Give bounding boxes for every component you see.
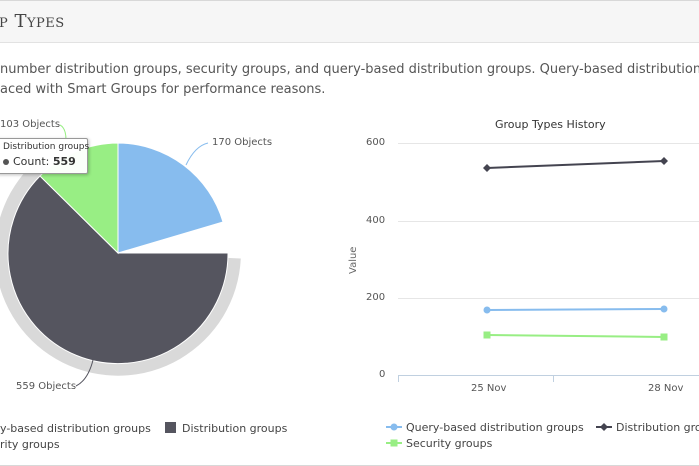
panel-description: number distribution groups, security gro…: [0, 60, 699, 100]
legend-diamond-marker-icon: [596, 423, 612, 431]
pie-chart: 103 Objects 170 Objects 559 Objects Dist…: [0, 0, 330, 466]
description-line-2: aced with Smart Groups for performance r…: [0, 82, 326, 97]
pie-legend-label-query-based: y-based distribution groups: [0, 422, 151, 435]
y-tick-400: 400: [366, 215, 386, 226]
series-line-security: [486, 334, 665, 338]
label-connector-query: [185, 142, 209, 166]
tooltip-count-row: Count: 559: [3, 155, 81, 168]
pie-chart-svg: [0, 124, 241, 387]
line-legend-item-security[interactable]: Security groups: [386, 437, 492, 450]
line-chart: Group Types History Value 600 400 200 0 …: [330, 0, 699, 466]
label-connector-distribution: [75, 359, 94, 387]
panel-header: p Types: [0, 1, 699, 43]
pie-tooltip: Distribution groups Count: 559: [0, 138, 90, 174]
legend-circle-marker-icon: [386, 423, 402, 431]
circle-marker-icon[interactable]: [660, 305, 668, 313]
pie-label-query-based: 170 Objects: [212, 137, 273, 148]
line-chart-title: Group Types History: [495, 118, 606, 131]
line-legend-item-query-based[interactable]: Query-based distribution groups: [386, 421, 584, 434]
tooltip-series-dot-icon: [3, 159, 9, 165]
tooltip-count-label: Count:: [13, 155, 50, 168]
square-marker-icon[interactable]: [483, 331, 491, 339]
legend-square-marker-icon: [386, 439, 402, 447]
tooltip-title: Distribution groups: [3, 142, 90, 152]
pie-legend-item-query-based[interactable]: y-based distribution groups: [0, 422, 151, 435]
y-tick-0: 0: [379, 369, 386, 380]
series-line-distribution: [486, 160, 665, 169]
y-tick-200: 200: [366, 292, 386, 303]
pie-label-distribution: 559 Objects: [16, 381, 77, 392]
pie-legend-label-security: rity groups: [0, 438, 60, 451]
pie-slice-query-based[interactable]: [117, 142, 224, 254]
pie-legend-item-security[interactable]: rity groups: [0, 438, 60, 451]
diamond-marker-icon[interactable]: [660, 157, 668, 165]
diamond-marker-icon[interactable]: [483, 164, 491, 172]
x-tick-28-nov: 28 Nov: [648, 383, 684, 394]
legend-swatch-square-icon: [165, 422, 176, 433]
circle-marker-icon[interactable]: [483, 306, 491, 314]
pie-label-security: 103 Objects: [0, 119, 61, 130]
pie-slice-distribution[interactable]: [7, 175, 229, 365]
description-line-1: number distribution groups, security gro…: [0, 62, 699, 77]
x-tick-25-nov: 25 Nov: [471, 383, 507, 394]
y-tick-600: 600: [366, 137, 386, 148]
line-legend-label-query-based: Query-based distribution groups: [406, 421, 584, 434]
tooltip-count-value: 559: [52, 155, 76, 168]
panel-title: p Types: [0, 11, 65, 32]
square-marker-icon[interactable]: [660, 333, 668, 341]
line-chart-svg: [398, 143, 699, 382]
pie-legend-item-distribution[interactable]: Distribution groups: [165, 422, 287, 435]
line-legend-label-security: Security groups: [406, 437, 493, 450]
line-legend-item-distribution[interactable]: Distribution grou: [596, 421, 699, 434]
series-line-query-based: [486, 308, 665, 311]
line-legend-label-distribution: Distribution grou: [616, 421, 699, 434]
pie-legend-label-distribution: Distribution groups: [182, 422, 288, 435]
